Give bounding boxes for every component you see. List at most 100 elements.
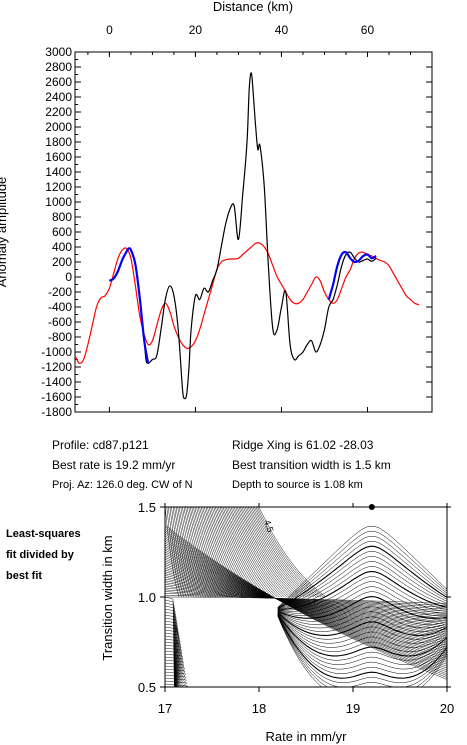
contour-line <box>241 507 300 598</box>
contour-line <box>233 507 287 598</box>
contour-line <box>210 507 251 598</box>
top-y-tick-label: -1000 <box>41 345 72 359</box>
contour-line <box>197 507 231 598</box>
transition-width-label: Best transition width is 1.5 km <box>232 458 391 472</box>
top-y-tick-label: 1000 <box>45 195 72 209</box>
contour-line <box>232 507 285 598</box>
contour-line <box>229 507 280 598</box>
contour-line <box>165 584 447 618</box>
contour-line <box>277 614 447 674</box>
contour-line <box>165 578 447 623</box>
contour-line <box>165 656 184 687</box>
contour-line <box>277 613 447 652</box>
contour-line <box>165 626 179 687</box>
contour-line <box>191 507 221 598</box>
contour-line <box>188 507 216 598</box>
contour-line <box>204 507 241 598</box>
bottom-x-ticks: 17 18 19 20 <box>158 503 454 716</box>
contour-line <box>211 507 253 598</box>
contour-line <box>171 507 190 598</box>
contour-line <box>277 530 447 608</box>
contour-line <box>277 612 447 632</box>
contour-line <box>178 507 202 598</box>
contour-line <box>219 507 265 598</box>
contour-line <box>165 580 447 621</box>
contour-line <box>183 507 209 598</box>
contour-line <box>224 507 273 598</box>
best-rate-label: Best rate is 19.2 mm/yr <box>52 458 176 472</box>
top-y-tick-label: 600 <box>52 225 72 239</box>
top-y-tick-label: -400 <box>48 300 72 314</box>
contour-line <box>222 507 270 598</box>
contour-line <box>239 507 297 598</box>
bottom-x-axis-label: Rate in mm/yr <box>266 729 348 744</box>
contour-line <box>165 677 188 687</box>
bottom-y-tick-label: 1.5 <box>138 500 156 515</box>
top-y-tick-label: 800 <box>52 210 72 224</box>
contour-line <box>165 587 447 614</box>
bottom-y-tick-label: 0.5 <box>138 680 156 695</box>
contour-line <box>189 507 219 598</box>
contour-lines <box>165 507 447 687</box>
contour-line <box>230 507 283 598</box>
contour-line <box>277 596 447 619</box>
top-x-ticks: 0 20 40 60 <box>87 23 433 412</box>
top-y-tick-label: 1800 <box>45 135 72 149</box>
bottom-y-ticks: 0.5 1.0 1.5 <box>138 500 451 695</box>
contour-line <box>200 507 236 598</box>
contour-line <box>225 507 275 598</box>
contour-line <box>277 612 447 640</box>
bottom-x-tick-label: 17 <box>158 701 172 716</box>
contour-line <box>175 507 197 598</box>
top-y-tick-label: 1400 <box>45 165 72 179</box>
contour-line <box>185 507 211 598</box>
fitted-anomaly-line <box>327 250 377 300</box>
contour-line <box>216 507 261 598</box>
top-y-tick-label: 1200 <box>45 180 72 194</box>
contour-line <box>277 612 447 644</box>
contour-line <box>199 507 234 598</box>
top-y-tick-label: -800 <box>48 330 72 344</box>
contour-line <box>236 507 292 598</box>
contour-line <box>165 524 447 680</box>
top-y-tick-label: 2400 <box>45 90 72 104</box>
contour-line <box>221 507 268 598</box>
contour-line <box>235 507 290 598</box>
contour-line <box>277 551 447 609</box>
contour-line <box>165 671 186 687</box>
contour-line <box>166 507 182 598</box>
contour-line <box>277 614 447 679</box>
contour-line <box>244 507 305 598</box>
contour-line <box>165 644 182 687</box>
depth-label: Depth to source is 1.08 km <box>232 479 363 491</box>
contour-line <box>177 507 199 598</box>
contour-line <box>205 507 243 598</box>
top-x-tick-label: 60 <box>361 23 375 37</box>
observed-anomaly-line <box>109 72 377 400</box>
side-note-line-2: fit divided by <box>6 549 74 561</box>
misfit-contour-chart: 17 18 19 20 0.5 1.0 1.5 Rate in mm/yr Transit… <box>100 500 454 744</box>
contour-line <box>186 507 214 598</box>
contour-line <box>208 507 248 598</box>
top-y-tick-label: -1600 <box>41 390 72 404</box>
contour-line <box>182 507 207 598</box>
top-y-tick-label: 2600 <box>45 75 72 89</box>
contour-line <box>165 686 168 687</box>
azimuth-label: Proj. Az: 126.0 deg. CW of N <box>52 479 193 491</box>
side-note: Least-squares fit divided by best fit <box>6 524 116 587</box>
top-y-tick-label: -1200 <box>41 360 72 374</box>
contour-line <box>165 653 183 687</box>
contour-line <box>174 507 194 598</box>
top-plot-frame <box>74 51 433 413</box>
contour-line <box>277 615 447 687</box>
contour-line <box>165 680 188 687</box>
model-anomaly-line <box>74 242 420 365</box>
contour-line <box>258 507 327 598</box>
contour-line <box>165 665 185 687</box>
contour-line <box>243 507 302 598</box>
contour-line <box>277 525 447 608</box>
top-y-tick-label: -1800 <box>41 405 72 419</box>
side-note-line-3: best fit <box>6 570 43 582</box>
top-x-tick-label: 40 <box>275 23 289 37</box>
